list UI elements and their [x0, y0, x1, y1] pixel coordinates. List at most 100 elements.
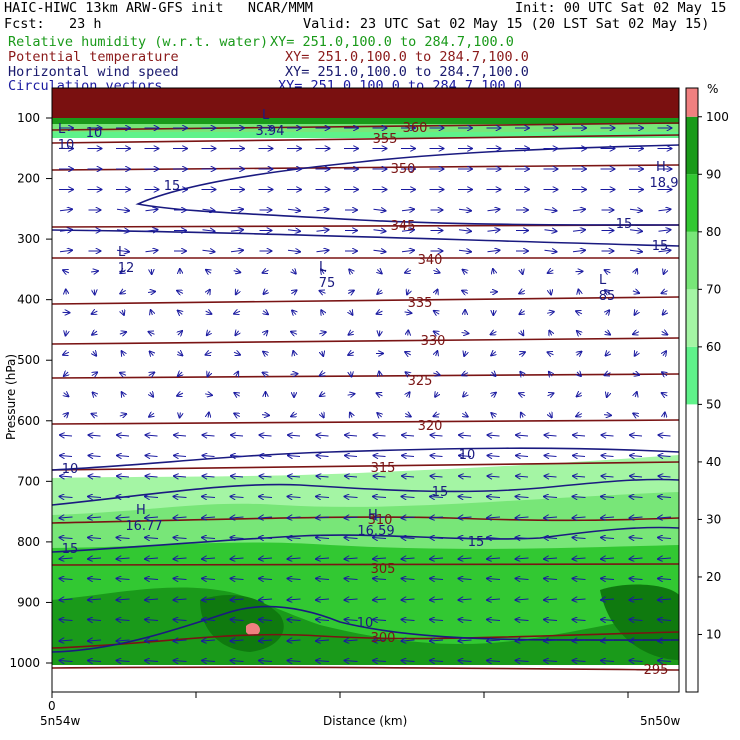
y-tick-label: 400	[17, 293, 40, 307]
extremum-value: 16.77	[125, 519, 162, 534]
vector-arrow	[516, 558, 529, 559]
vector-arrow	[658, 209, 671, 211]
vector-arrow	[345, 620, 358, 621]
vector-arrow	[373, 497, 387, 498]
vector-arrow	[402, 558, 415, 559]
vector-arrow	[487, 230, 500, 232]
vector-arrow	[231, 558, 244, 559]
vector-arrow	[145, 661, 159, 662]
vector-arrow	[288, 599, 301, 600]
windspeed-contour-label: 15	[652, 239, 669, 254]
vector-arrow	[545, 456, 557, 457]
vector-arrow	[630, 661, 643, 662]
vector-arrow	[207, 372, 209, 377]
vector-arrow	[373, 209, 386, 211]
vector-arrow	[405, 413, 410, 416]
vector-arrow	[658, 538, 672, 539]
vector-arrow	[459, 456, 472, 457]
vector-arrow	[601, 620, 615, 621]
vector-arrow	[264, 331, 268, 335]
vector-arrow	[178, 372, 182, 376]
vector-arrow	[60, 620, 73, 621]
y-tick-label: 500	[17, 353, 40, 367]
vector-arrow	[519, 290, 525, 293]
vector-arrow	[174, 579, 187, 580]
y-tick-label: 800	[17, 535, 40, 549]
extremum-letter: L	[262, 108, 270, 123]
vector-arrow	[462, 291, 469, 294]
vector-arrow	[178, 352, 183, 356]
vector-arrow	[461, 333, 469, 334]
vector-arrow	[573, 476, 586, 477]
vector-arrow	[117, 497, 130, 498]
vector-arrow	[116, 230, 129, 232]
y-tick-label: 700	[17, 474, 40, 488]
vector-arrow	[630, 599, 643, 600]
vector-arrow	[178, 311, 183, 315]
y-tick-label: 900	[17, 595, 40, 609]
theta-contour-label: 350	[391, 162, 416, 177]
extremum-letter: H	[368, 508, 378, 523]
vector-arrow	[576, 311, 583, 314]
vector-arrow	[550, 290, 551, 295]
vector-arrow	[231, 456, 244, 457]
vector-arrow	[630, 620, 643, 621]
vector-arrow	[145, 640, 159, 641]
vector-arrow	[577, 393, 582, 397]
vector-arrow	[236, 372, 238, 377]
vector-arrow	[606, 351, 610, 355]
vector-arrow	[487, 538, 501, 539]
vector-arrow	[516, 640, 529, 641]
vector-arrow	[544, 250, 557, 252]
vector-arrow	[316, 517, 330, 518]
field-xy-theta: XY= 251.0,100.0 to 284.7,100.0	[285, 49, 529, 65]
vector-arrow	[487, 661, 501, 662]
vector-arrow	[233, 271, 241, 273]
vector-arrow	[92, 331, 97, 335]
vector-arrow	[373, 620, 387, 621]
vector-arrow	[459, 435, 472, 436]
theta-labels: 360 355 350 345 340 335 330 325 320 315 310 305 300 2…	[368, 121, 669, 678]
vector-arrow	[316, 661, 330, 662]
vector-arrow	[60, 435, 73, 436]
vector-arrow	[573, 517, 586, 518]
vector-arrow	[430, 497, 444, 498]
vector-arrow	[122, 310, 124, 315]
vector-arrow	[203, 435, 215, 436]
vector-arrow	[430, 599, 444, 600]
vector-arrow	[462, 413, 467, 416]
vector-arrow	[577, 352, 582, 356]
vector-arrow	[259, 599, 273, 600]
vector-arrow	[630, 558, 643, 559]
vector-arrow	[658, 250, 671, 252]
extremum-letter: L	[118, 245, 126, 260]
vector-arrow	[379, 372, 380, 377]
vector-arrow	[630, 640, 643, 641]
vector-arrow	[60, 517, 73, 518]
extremum-value: 85	[599, 289, 616, 304]
vector-arrow	[544, 209, 557, 211]
header-forecast-hour: Fcst: 23 h	[4, 16, 102, 32]
colorbar-tick-label: 90	[706, 167, 721, 181]
vector-arrow	[260, 456, 272, 457]
vector-arrow	[117, 435, 130, 436]
vector-arrow	[202, 620, 216, 621]
vector-arrow	[174, 456, 187, 457]
vector-arrow	[373, 599, 387, 600]
vector-arrow	[607, 392, 608, 397]
vector-arrow	[573, 579, 586, 580]
vector-arrow	[316, 538, 330, 539]
theta-contour-label: 325	[408, 374, 433, 389]
vector-arrow	[347, 394, 355, 395]
vector-arrow	[259, 558, 273, 559]
header-valid-time: Valid: 23 UTC Sat 02 May 15 (20 LST Sat …	[303, 16, 710, 32]
vector-arrow	[662, 291, 668, 294]
vector-arrow	[317, 435, 329, 436]
vector-arrow	[345, 476, 358, 477]
vector-arrow	[263, 270, 269, 273]
vector-arrow	[658, 579, 672, 580]
vector-arrow	[377, 413, 381, 417]
vector-arrow	[208, 413, 209, 418]
vector-arrow	[234, 393, 239, 396]
vector-arrow	[459, 620, 472, 621]
